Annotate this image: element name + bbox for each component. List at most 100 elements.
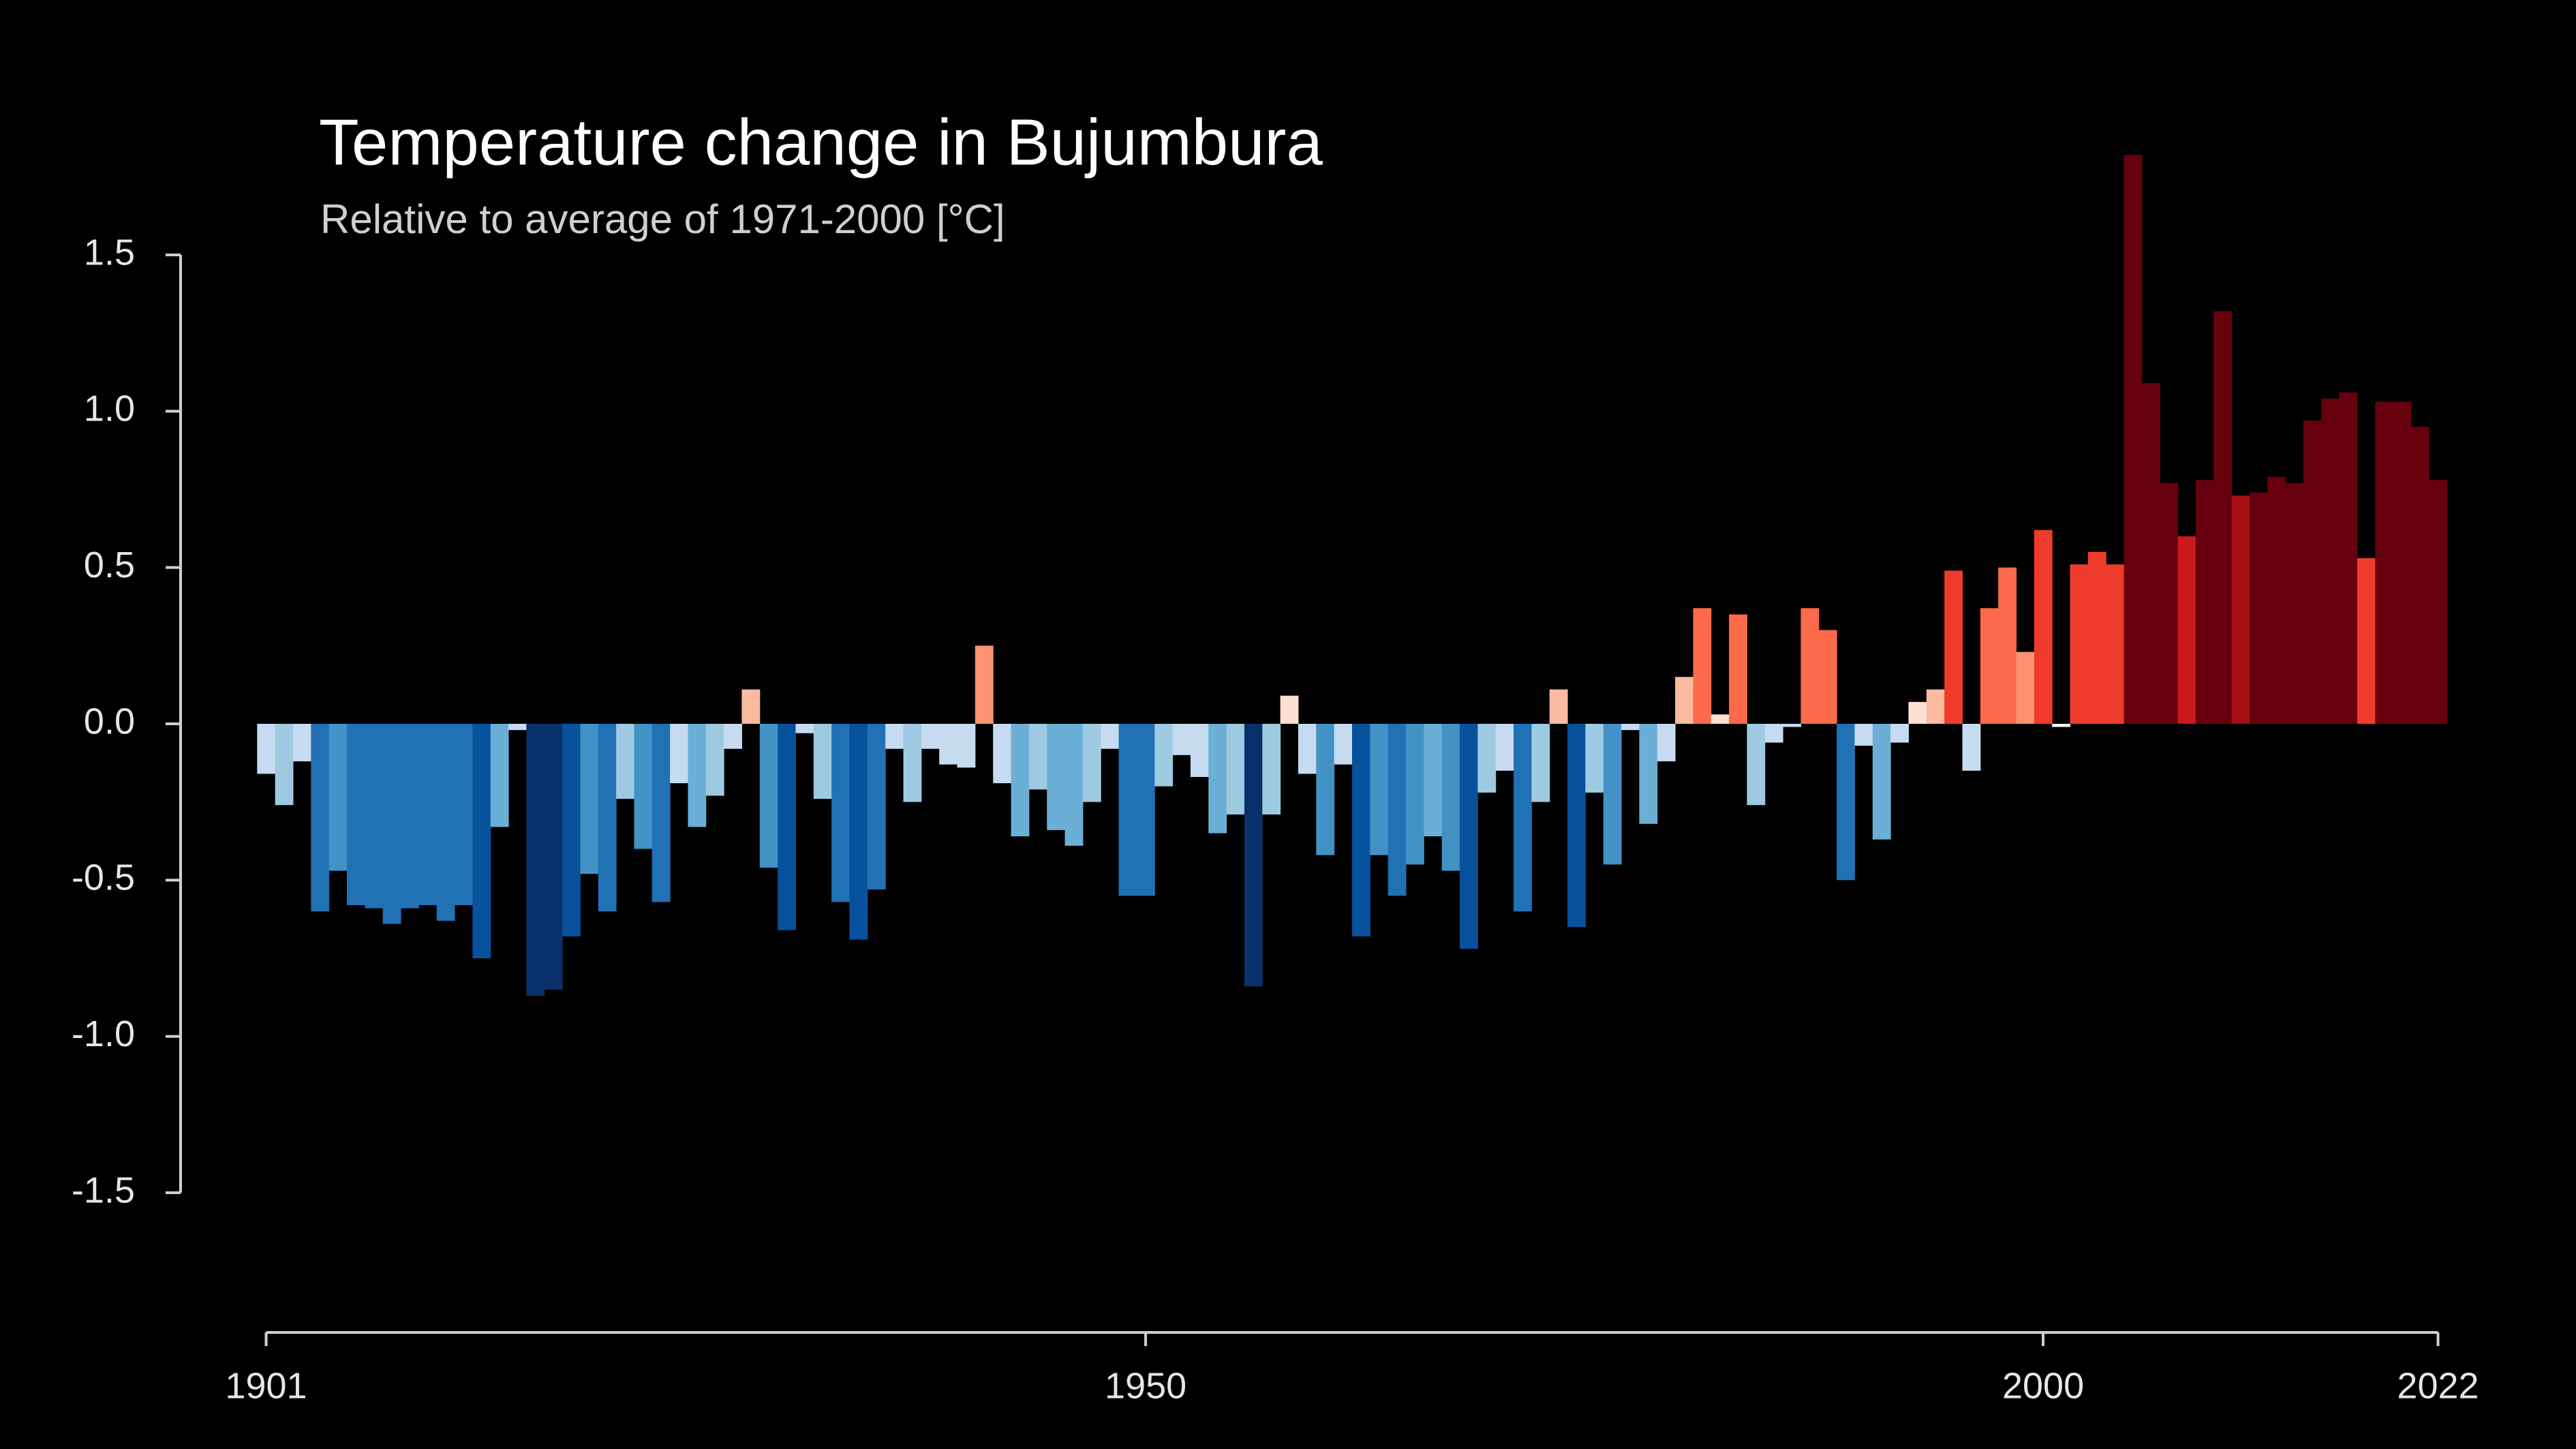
bar <box>1101 724 1120 749</box>
bar <box>724 724 742 749</box>
bar <box>2375 401 2394 724</box>
bar <box>2393 401 2412 724</box>
bar <box>1118 724 1137 896</box>
bar <box>508 724 527 731</box>
bar <box>1441 724 1460 871</box>
bar <box>1639 724 1658 824</box>
x-tick-label: 1950 <box>1105 1365 1186 1406</box>
bar <box>1280 695 1299 724</box>
bar <box>1064 724 1084 846</box>
bar <box>813 724 832 799</box>
bar <box>1208 724 1227 834</box>
bar <box>1764 724 1783 743</box>
bar <box>1154 724 1174 787</box>
bar <box>1890 724 1910 743</box>
bar <box>2160 483 2179 724</box>
bar <box>598 724 617 912</box>
bar <box>1226 724 1245 815</box>
bar <box>1998 567 2017 724</box>
bar <box>2087 551 2106 724</box>
bar <box>2303 421 2322 724</box>
bar <box>1675 677 1693 724</box>
bar <box>401 724 419 909</box>
bar <box>1729 614 1747 724</box>
bar <box>1800 608 1820 724</box>
bar <box>1477 724 1497 793</box>
bar <box>1262 724 1281 815</box>
bar <box>1711 714 1730 724</box>
bar <box>2106 564 2125 724</box>
bar <box>2285 483 2304 724</box>
bar <box>1387 724 1407 896</box>
bar <box>490 724 509 827</box>
bar <box>705 724 724 796</box>
y-tick-label: -0.5 <box>72 857 135 898</box>
bar <box>2016 652 2035 724</box>
bar <box>670 724 688 784</box>
bar <box>2267 476 2286 724</box>
y-tick-label: 0.5 <box>84 545 135 585</box>
bar <box>831 724 850 902</box>
bar <box>1747 724 1766 806</box>
bar <box>562 724 581 936</box>
x-tick-label: 2022 <box>2397 1365 2479 1406</box>
bar <box>1926 689 1945 724</box>
bar <box>1028 724 1047 790</box>
bar <box>885 724 904 749</box>
bar <box>328 724 348 871</box>
bar <box>2034 530 2053 724</box>
bar <box>1047 724 1066 830</box>
bar <box>1514 724 1532 912</box>
bar <box>1316 724 1335 855</box>
bar <box>1657 724 1676 762</box>
bar <box>1872 724 1891 840</box>
bar <box>275 724 294 806</box>
bar <box>1370 724 1389 855</box>
bar <box>1693 608 1712 724</box>
bar <box>688 724 707 827</box>
bar <box>1585 724 1604 793</box>
bar <box>1549 689 1568 724</box>
bar <box>2357 558 2376 724</box>
bar <box>903 724 922 802</box>
bar <box>2339 392 2358 724</box>
bar <box>921 724 940 749</box>
y-tick-label: 0.0 <box>84 701 135 742</box>
bar <box>1352 724 1370 936</box>
bar <box>2213 311 2233 724</box>
bar <box>2052 724 2071 727</box>
bar <box>867 724 886 890</box>
bar <box>1190 724 1209 777</box>
bar <box>2070 564 2089 724</box>
bar <box>2177 536 2196 724</box>
bar <box>741 689 761 724</box>
bar <box>1531 724 1550 802</box>
bar <box>1908 701 1927 724</box>
y-tick-label: 1.5 <box>84 232 135 273</box>
bar <box>1082 724 1101 802</box>
bar <box>957 724 976 768</box>
bar <box>347 724 365 906</box>
bar <box>311 724 330 912</box>
x-tick-label: 1901 <box>225 1365 307 1406</box>
chart-title: Temperature change in Bujumbura <box>319 106 1323 179</box>
bar <box>1244 724 1263 987</box>
bar <box>257 724 276 774</box>
bar <box>1460 724 1478 949</box>
bar <box>2429 480 2448 724</box>
bar <box>365 724 384 909</box>
bar <box>2231 495 2250 724</box>
bar <box>436 724 455 921</box>
chart-subtitle: Relative to average of 1971-2000 [°C] <box>320 196 1005 242</box>
bar <box>2123 155 2143 724</box>
y-tick-label: 1.0 <box>84 388 135 429</box>
bar <box>1406 724 1424 865</box>
bar <box>2195 480 2214 724</box>
bar <box>293 724 311 762</box>
bar <box>616 724 634 799</box>
bar <box>418 724 438 906</box>
bar <box>1783 724 1801 727</box>
bar <box>382 724 401 924</box>
bar <box>1136 724 1155 896</box>
bar <box>651 724 671 902</box>
